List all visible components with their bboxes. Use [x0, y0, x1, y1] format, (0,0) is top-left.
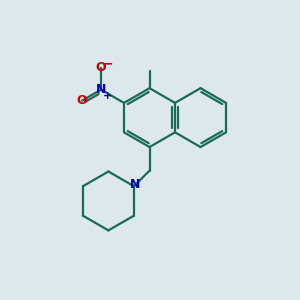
Text: −: − — [102, 56, 113, 70]
Text: N: N — [96, 83, 106, 96]
Text: N: N — [130, 178, 140, 191]
Text: O: O — [96, 61, 106, 74]
Text: O: O — [76, 94, 87, 107]
Text: +: + — [103, 91, 112, 101]
